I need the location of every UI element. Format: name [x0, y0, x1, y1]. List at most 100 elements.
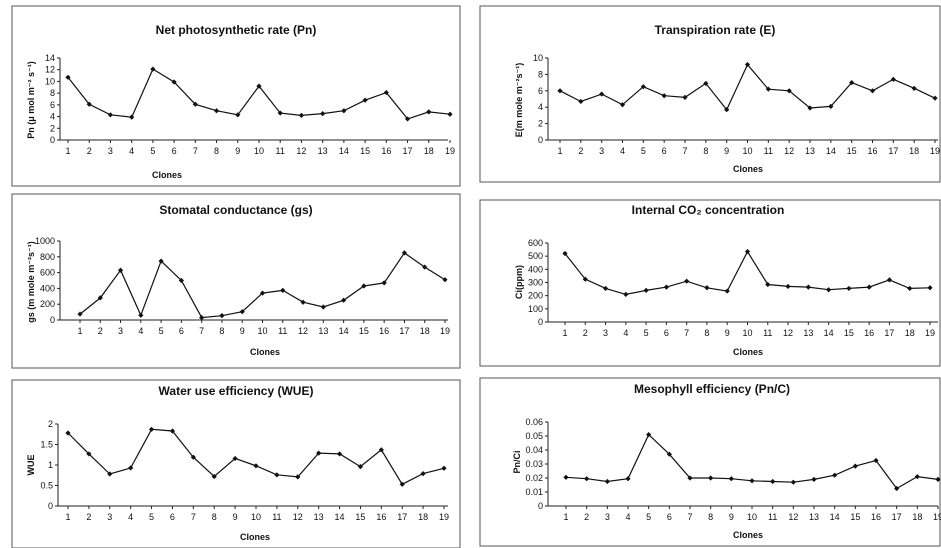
chart-panel-6: Mesophyll efficiency (Pn/C) 0 0.01 0.02 0.03…	[479, 377, 941, 547]
data-point	[341, 108, 347, 114]
y-tick-label: 8	[538, 69, 543, 79]
x-tick-label: 18	[424, 146, 434, 156]
data-point	[663, 284, 669, 290]
y-tick-label: 0	[538, 135, 543, 145]
x-tick-label: 4	[623, 328, 628, 338]
x-tick-label: 12	[293, 512, 303, 522]
x-tick-label: 10	[257, 326, 267, 336]
y-tick-label: 4	[538, 102, 543, 112]
chart-title: Internal CO₂ concentration	[632, 203, 785, 217]
x-tick-label: 17	[399, 326, 409, 336]
x-tick-label: 17	[403, 146, 413, 156]
data-point	[704, 285, 710, 291]
x-tick-label: 4	[620, 146, 625, 156]
x-tick-label: 9	[724, 146, 729, 156]
y-tick-label: 0.03	[525, 459, 543, 469]
data-point	[128, 465, 134, 471]
y-axis-label: E(m mole m⁻²s⁻¹)	[514, 63, 524, 138]
data-point	[280, 287, 286, 293]
data-point	[623, 291, 629, 297]
y-tick-label: 1000	[35, 236, 55, 246]
data-point	[765, 86, 771, 92]
data-point	[158, 258, 164, 264]
data-point	[320, 304, 326, 310]
x-tick-label: 13	[803, 328, 813, 338]
x-tick-label: 16	[871, 512, 881, 522]
data-point	[932, 95, 938, 101]
x-tick-label: 3	[118, 326, 123, 336]
chart-title: Transpiration rate (E)	[655, 23, 776, 37]
x-tick-label: 16	[379, 326, 389, 336]
x-tick-label: 3	[107, 512, 112, 522]
x-axis-label: Clones	[250, 347, 280, 357]
data-point	[728, 476, 734, 482]
y-tick-label: 500	[528, 251, 543, 261]
x-tick-label: 4	[625, 512, 630, 522]
x-tick-label: 7	[199, 326, 204, 336]
x-tick-label: 9	[240, 326, 245, 336]
data-point	[749, 478, 755, 484]
data-point	[117, 267, 124, 273]
x-tick-label: 1	[562, 328, 567, 338]
x-tick-label: 18	[905, 328, 915, 338]
data-point	[805, 284, 811, 290]
data-point	[927, 285, 933, 291]
data-point	[562, 250, 568, 257]
y-tick-label: 300	[528, 278, 543, 288]
panel-frame	[479, 5, 941, 183]
x-tick-label: 19	[439, 512, 449, 522]
y-tick-label: 2	[48, 419, 53, 429]
x-tick-label: 15	[850, 512, 860, 522]
x-tick-label: 6	[667, 512, 672, 522]
data-point	[129, 114, 135, 120]
data-point	[420, 471, 426, 477]
x-tick-label: 6	[170, 512, 175, 522]
x-tick-label: 10	[251, 512, 261, 522]
data-point	[383, 89, 389, 96]
x-tick-label: 2	[87, 146, 92, 156]
data-point	[171, 79, 177, 85]
y-tick-label: 6	[538, 86, 543, 96]
panel-frame	[11, 379, 461, 548]
x-tick-label: 5	[641, 146, 646, 156]
y-tick-label: 100	[528, 304, 543, 314]
x-tick-label: 10	[747, 512, 757, 522]
data-point	[192, 101, 198, 107]
x-tick-label: 11	[272, 512, 281, 522]
data-point	[869, 88, 876, 94]
x-tick-label: 12	[296, 146, 306, 156]
data-point	[661, 93, 667, 99]
x-tick-label: 3	[599, 146, 604, 156]
x-tick-label: 3	[605, 512, 610, 522]
data-point	[107, 471, 113, 477]
data-point	[646, 432, 652, 438]
y-tick-label: 600	[40, 268, 55, 278]
data-point	[232, 455, 238, 462]
data-point	[682, 94, 688, 100]
x-tick-label: 7	[193, 146, 198, 156]
data-point	[277, 110, 283, 116]
y-tick-label: 0	[48, 501, 53, 511]
data-point	[97, 295, 103, 301]
x-tick-label: 11	[764, 146, 773, 156]
chart-panel-4: Internal CO₂ concentration 0 100 200 300 400 5…	[479, 199, 941, 367]
x-tick-label: 17	[888, 146, 898, 156]
x-tick-label: 18	[912, 512, 922, 522]
x-tick-label: 9	[729, 512, 734, 522]
data-point	[219, 313, 225, 319]
y-tick-label: 600	[528, 238, 543, 248]
y-tick-label: 6	[50, 100, 55, 110]
data-point	[295, 474, 301, 480]
x-axis-label: Clones	[733, 347, 763, 357]
x-axis-label: Clones	[733, 530, 763, 540]
x-tick-label: 12	[298, 326, 308, 336]
x-tick-label: 17	[892, 512, 902, 522]
x-tick-label: 18	[420, 326, 430, 336]
x-tick-label: 18	[909, 146, 919, 156]
x-tick-label: 1	[557, 146, 562, 156]
data-point	[708, 475, 714, 481]
x-tick-label: 10	[254, 146, 264, 156]
x-tick-label: 14	[824, 328, 834, 338]
